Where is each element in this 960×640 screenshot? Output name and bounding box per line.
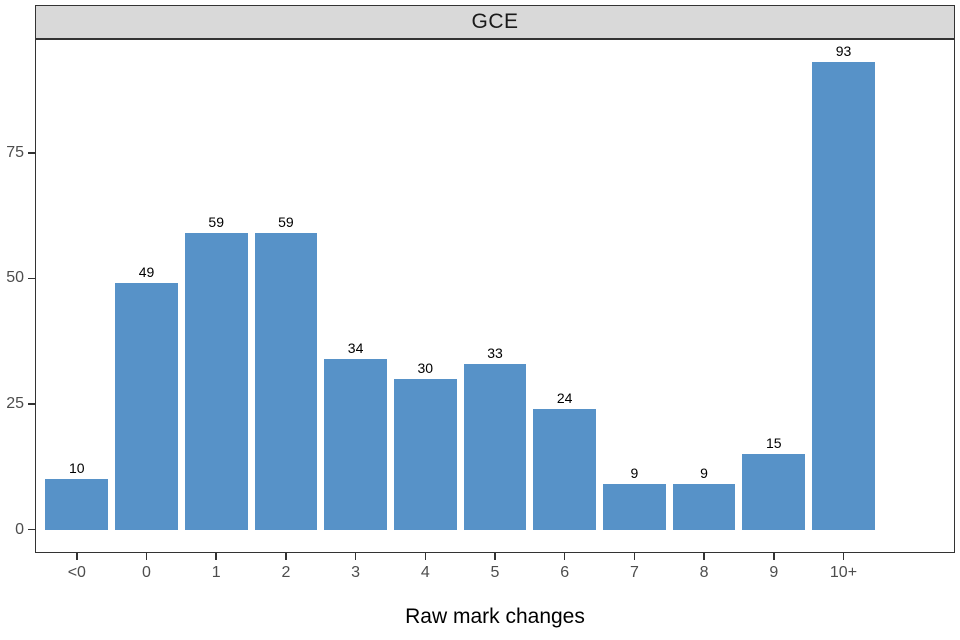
bar-value-label: 10 [69,460,85,477]
x-tick-mark [703,553,705,560]
x-tick-label: 7 [629,564,639,581]
bar-value-label: 9 [630,465,639,482]
x-tick-mark [424,553,427,560]
x-tick-label: <0 [67,564,86,581]
bar-value-label: 93 [835,43,852,60]
y-tick-mark [28,528,35,531]
x-tick-mark [76,553,78,560]
x-tick-label: 6 [560,564,570,581]
y-tick-mark [28,403,35,405]
x-tick-label: 1 [211,564,221,581]
x-tick-label: 3 [351,564,361,581]
y-tick-label: 50 [6,269,24,287]
bar-value-label: 59 [278,214,294,231]
x-tick-label: 2 [281,564,291,581]
bar [254,233,318,530]
y-tick-label: 0 [15,520,24,538]
bar [115,283,178,530]
facet-strip: GCE [35,5,955,39]
bar [324,358,387,530]
bar [45,479,109,530]
x-tick-mark [285,553,287,560]
bar-value-label: 9 [700,465,708,482]
bar [812,62,875,530]
x-tick-label: 5 [490,564,500,581]
x-tick-label: 0 [142,564,151,581]
bar [672,484,736,530]
x-tick-mark [633,553,636,560]
bar-value-label: 59 [208,214,224,231]
y-tick-mark [28,277,35,280]
bar-value-label: 30 [417,359,434,376]
x-tick-mark [145,553,148,560]
x-tick-label: 4 [420,564,430,581]
x-tick-mark [842,553,845,560]
x-tick-mark [494,553,496,560]
chart-title: GCE [471,10,519,33]
y-tick-label: 25 [6,395,24,413]
bar-value-label: 33 [487,344,503,361]
y-tick-label: 75 [6,143,24,161]
bar [393,378,457,530]
bar [533,409,597,530]
y-tick-mark [28,152,35,154]
x-tick-label: 10+ [829,564,858,581]
x-tick-mark [563,553,566,560]
x-tick-mark [773,553,775,560]
x-tick-label: 8 [699,564,709,581]
x-tick-mark [354,553,357,560]
bar [603,484,666,530]
bar [184,233,248,530]
bar [742,454,806,530]
x-tick-mark [215,553,217,560]
x-axis-title: Raw mark changes [405,605,585,628]
bar-value-label: 34 [347,339,364,356]
bar [463,363,527,530]
bar-value-label: 49 [138,264,155,281]
bar-value-label: 15 [765,435,782,452]
x-tick-label: 9 [769,564,779,581]
bar-value-label: 24 [556,390,573,407]
